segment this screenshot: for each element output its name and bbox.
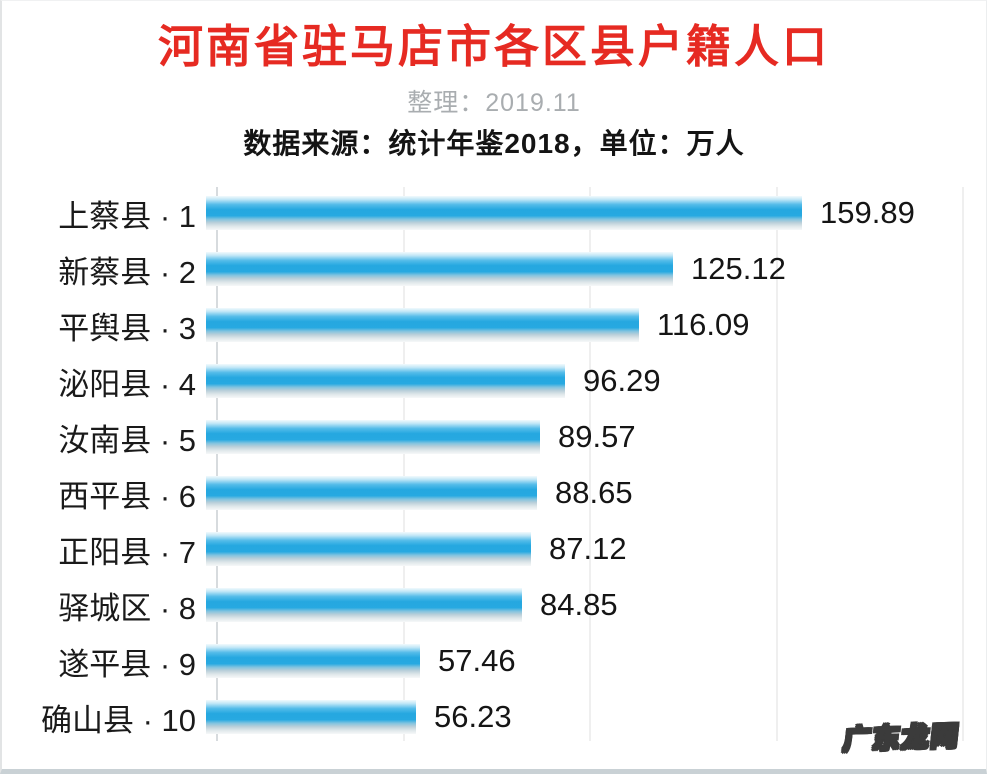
bar-chart: 上蔡县 · 1 159.89 新蔡县 · 2 125.12 平舆县 · 3 11…	[14, 185, 977, 745]
value-label: 84.85	[540, 587, 618, 622]
chart-row: 新蔡县 · 2 125.12	[14, 241, 977, 297]
category-label: 汝南县 · 5	[58, 422, 196, 458]
value-label: 159.89	[820, 195, 915, 230]
chart-row: 平舆县 · 3 116.09	[14, 297, 977, 353]
bar-area: 87.12	[206, 521, 977, 577]
category-label: 遂平县 · 9	[58, 646, 196, 682]
category-label: 确山县 · 10	[40, 702, 196, 738]
bar	[206, 308, 639, 342]
chart-row: 上蔡县 · 1 159.89	[14, 185, 977, 241]
chart-row: 西平县 · 6 88.65	[14, 465, 977, 521]
chart-row: 驿城区 · 8 84.85	[14, 577, 977, 633]
value-label: 96.29	[583, 363, 661, 398]
category-label: 驿城区 · 8	[58, 590, 196, 626]
compiled-date: 整理：2019.11	[407, 88, 581, 117]
bar-area: 116.09	[206, 297, 977, 353]
value-label: 57.46	[438, 643, 516, 678]
category-label: 西平县 · 6	[58, 478, 196, 514]
bar	[206, 532, 531, 566]
bar-area: 159.89	[206, 185, 977, 241]
watermark: 广东龙网	[841, 720, 962, 756]
value-label: 87.12	[549, 531, 627, 566]
chart-row: 确山县 · 10 56.23	[14, 689, 977, 745]
value-label: 125.12	[691, 251, 786, 286]
bar	[206, 364, 565, 398]
chart-row: 汝南县 · 5 89.57	[14, 409, 977, 465]
value-label: 56.23	[434, 699, 512, 734]
bar	[206, 588, 522, 622]
chart-header: 河南省驻马店市各区县户籍人口 整理：2019.11 数据来源：统计年鉴2018，…	[2, 1, 986, 162]
bar-area: 89.57	[206, 409, 977, 465]
category-label: 泌阳县 · 4	[58, 366, 196, 402]
chart-row: 正阳县 · 7 87.12	[14, 521, 977, 577]
bar-area: 56.23	[206, 689, 977, 745]
category-label: 新蔡县 · 2	[58, 254, 196, 290]
category-label: 平舆县 · 3	[58, 310, 196, 346]
value-label: 88.65	[555, 475, 633, 510]
page-title: 河南省驻马店市各区县户籍人口	[157, 21, 830, 72]
bar-area: 84.85	[206, 577, 977, 633]
bar-area: 125.12	[206, 241, 977, 297]
chart-rows: 上蔡县 · 1 159.89 新蔡县 · 2 125.12 平舆县 · 3 11…	[14, 185, 977, 745]
bar	[206, 700, 416, 734]
value-label: 89.57	[558, 419, 636, 454]
category-label: 正阳县 · 7	[58, 534, 196, 570]
value-label: 116.09	[657, 307, 750, 342]
bar	[206, 644, 420, 678]
chart-row: 遂平县 · 9 57.46	[14, 633, 977, 689]
data-source: 数据来源：统计年鉴2018，单位：万人	[243, 127, 745, 159]
category-label: 上蔡县 · 1	[58, 198, 196, 234]
bar	[206, 252, 673, 286]
bar-area: 57.46	[206, 633, 977, 689]
bar	[206, 476, 537, 510]
chart-row: 泌阳县 · 4 96.29	[14, 353, 977, 409]
bar-area: 96.29	[206, 353, 977, 409]
bar	[206, 420, 540, 454]
bar	[206, 196, 802, 230]
bar-area: 88.65	[206, 465, 977, 521]
